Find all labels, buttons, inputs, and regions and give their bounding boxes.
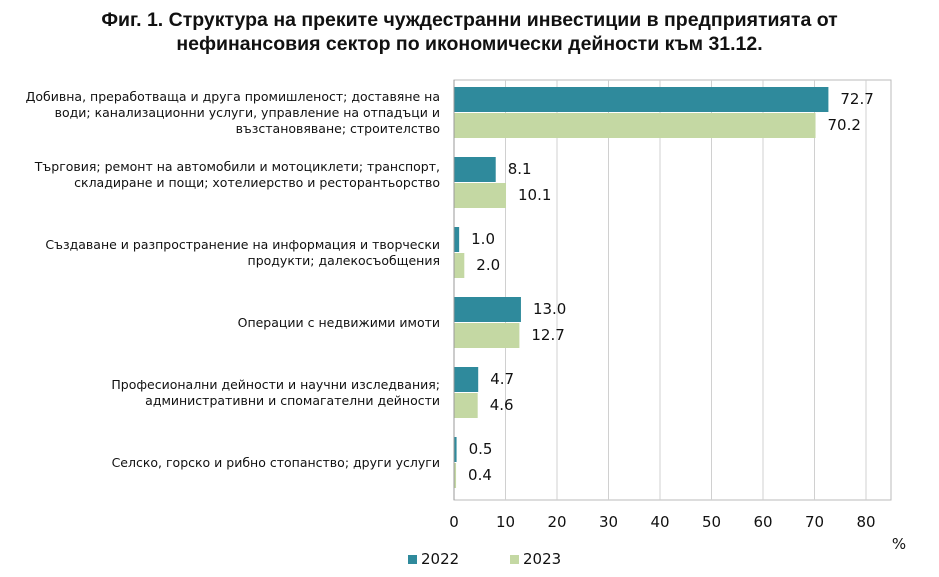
data-label: 13.0 — [532, 300, 567, 318]
bar-2022 — [454, 437, 457, 462]
category-label: Операции с недвижими имоти — [237, 315, 440, 330]
data-label: 0.5 — [468, 440, 493, 458]
x-tick-label: 0 — [449, 513, 459, 531]
bar-2023 — [454, 183, 507, 208]
bar-2023 — [454, 463, 457, 488]
x-axis-unit: % — [891, 535, 907, 553]
bar-2022 — [454, 227, 460, 252]
data-label: 72.7 — [840, 90, 874, 108]
bar-2023 — [454, 253, 465, 278]
legend-2023: 2023 — [510, 550, 561, 568]
title-line-2: нефинансовия сектор по икономически дейн… — [176, 33, 763, 55]
data-label: 4.7 — [490, 370, 515, 388]
data-label: 2.0 — [476, 256, 501, 274]
title-line-1: Фиг. 1. Структура на преките чуждестранн… — [101, 9, 838, 31]
data-label: 1.0 — [471, 230, 495, 248]
bar-2022 — [454, 367, 479, 392]
x-tick-label: 30 — [598, 513, 619, 531]
x-tick-label: 70 — [804, 513, 825, 531]
legend-2022: 2022 — [408, 550, 459, 568]
data-label: 8.1 — [507, 160, 532, 178]
x-tick-label: 10 — [495, 513, 516, 531]
category-label: Добивна, преработваща и друга промишлено… — [25, 89, 440, 136]
legend-label: 2023 — [523, 550, 562, 568]
data-label: 10.1 — [518, 186, 552, 204]
category-label: Селско, горско и рибно стопанство; други… — [111, 455, 440, 470]
data-label: 4.6 — [489, 396, 514, 414]
bar-2023 — [454, 393, 478, 418]
bar-2022 — [454, 87, 829, 112]
x-tick-label: 80 — [856, 513, 876, 531]
legend-swatch-2023 — [510, 554, 519, 564]
plot-border — [453, 79, 892, 501]
x-tick-label: 20 — [547, 513, 567, 531]
category-label: Създаване и разпространение на информаци… — [45, 237, 440, 268]
legend-swatch-2022 — [408, 554, 417, 564]
category-label: Търговия; ремонт на автомобили и мотоцик… — [34, 159, 440, 190]
bar-2023 — [454, 323, 520, 348]
bar-2022 — [454, 297, 521, 322]
category-label: Професионални дейности и научни изследва… — [111, 377, 440, 408]
chart-title: Фиг. 1. Структура на преките чуждестранн… — [0, 8, 939, 56]
x-tick-label: 60 — [753, 513, 773, 531]
legend-label: 2022 — [421, 550, 460, 568]
x-tick-label: 50 — [701, 513, 722, 531]
data-label: 0.4 — [468, 466, 492, 484]
data-label: 70.2 — [827, 116, 861, 134]
bar-2023 — [454, 113, 816, 138]
data-label: 12.7 — [531, 326, 565, 344]
x-tick-label: 40 — [650, 513, 670, 531]
bar-2022 — [454, 157, 496, 182]
